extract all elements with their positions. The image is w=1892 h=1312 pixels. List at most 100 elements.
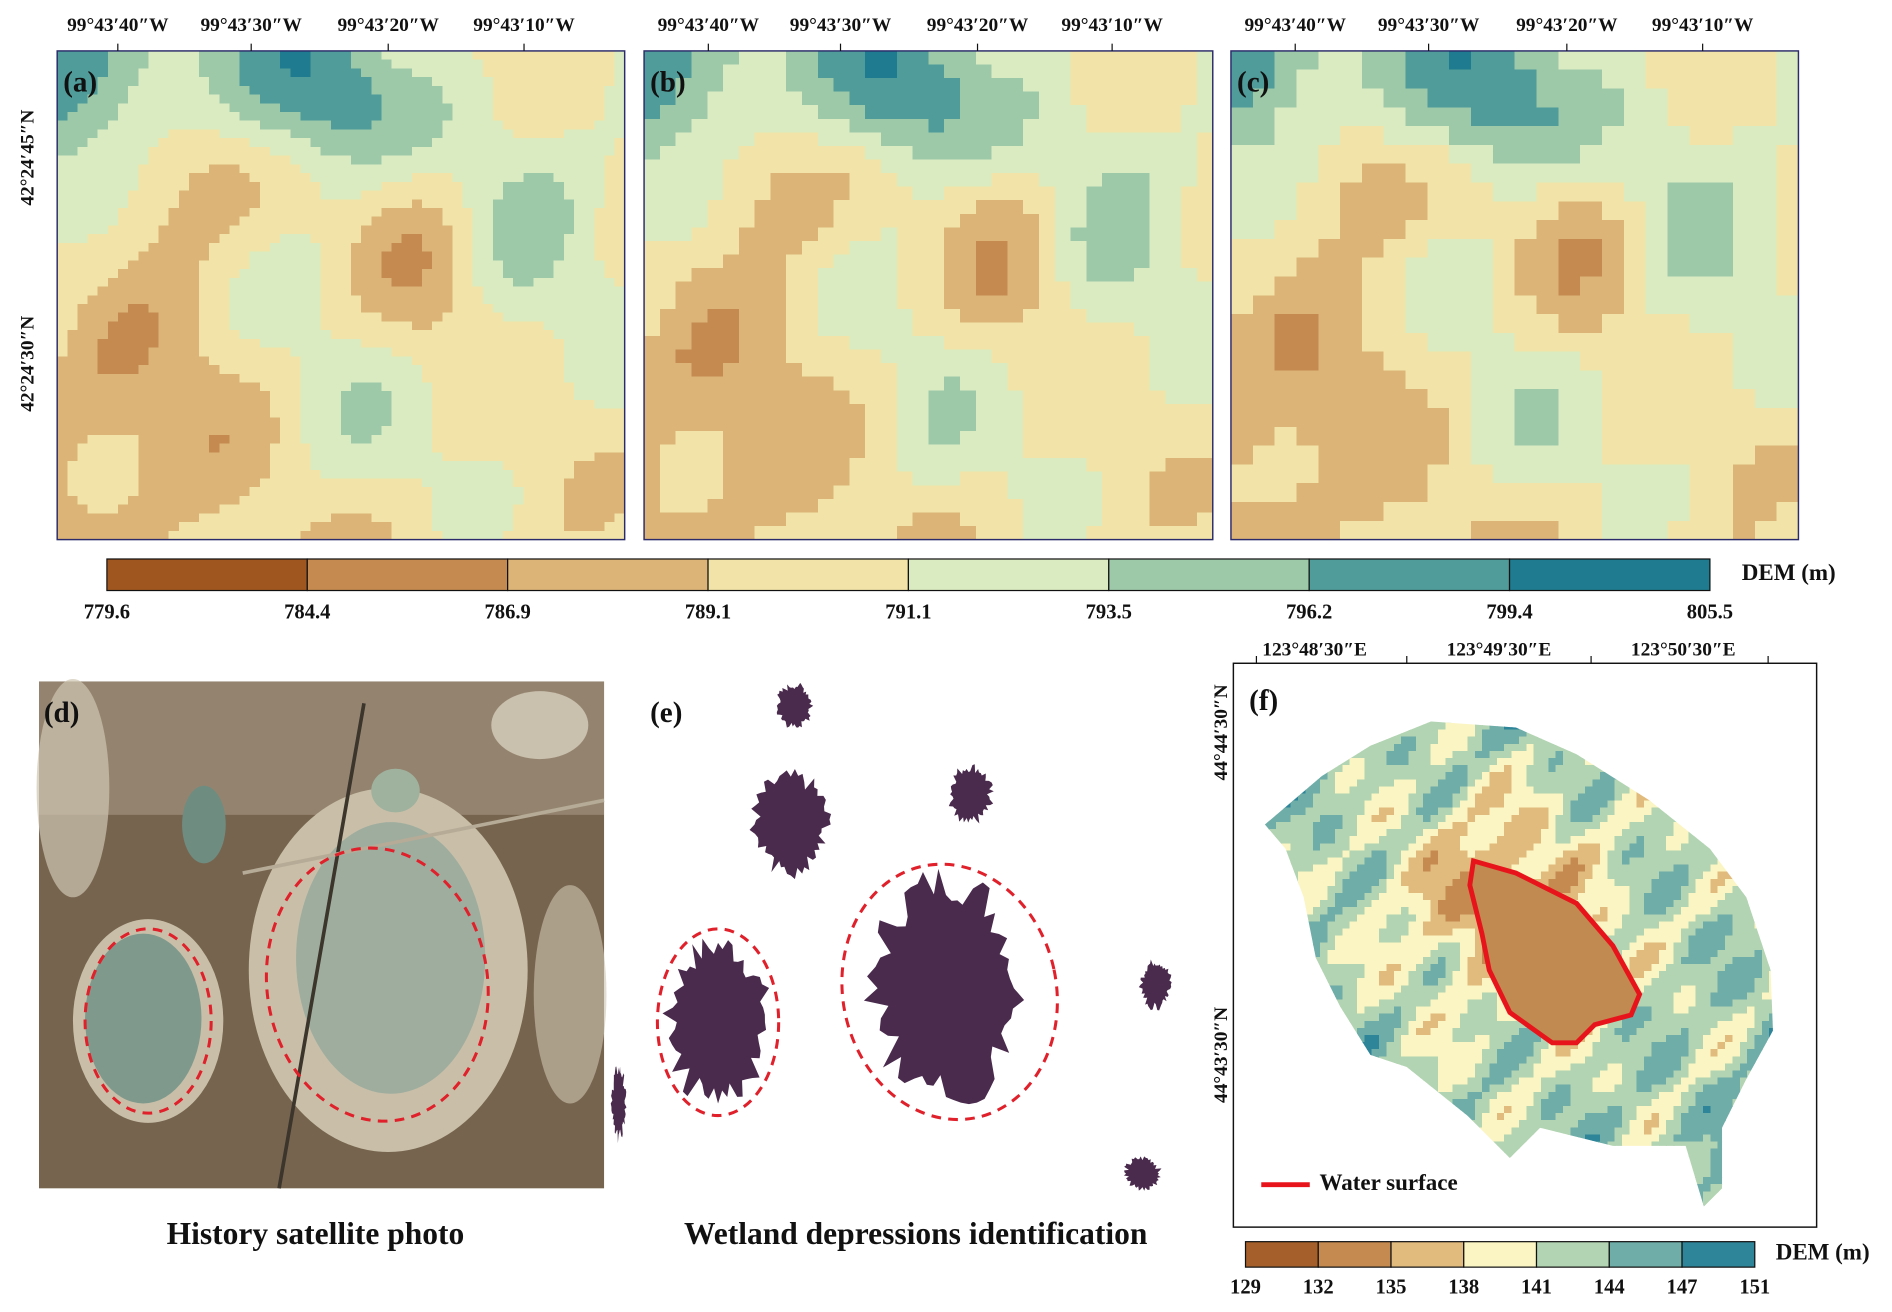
dem-cell — [614, 216, 625, 227]
dem-cell — [148, 85, 160, 96]
dem-cell — [928, 50, 945, 66]
dem-cell — [148, 478, 160, 488]
dem-cell — [594, 522, 606, 532]
dem-cell — [442, 469, 454, 480]
dem-cell — [290, 234, 302, 244]
dem-cell — [128, 530, 139, 540]
dem-cell — [87, 225, 99, 235]
dem-cell — [178, 303, 190, 314]
dem-cell — [97, 286, 109, 296]
dem-cell — [411, 417, 423, 427]
dem-cell — [411, 487, 423, 497]
dem-cell — [57, 469, 69, 480]
dem-cell — [1645, 351, 1669, 372]
dem-cell — [219, 77, 231, 87]
dem-cell — [1086, 254, 1103, 269]
dem-cell — [452, 522, 464, 532]
dem-cell — [148, 129, 160, 139]
dem-cell — [452, 138, 464, 148]
dem-cell — [865, 335, 882, 351]
dem-cell — [1038, 91, 1056, 106]
dem-cell — [229, 85, 241, 96]
dem-cell — [381, 120, 393, 131]
dem-cell — [896, 322, 914, 337]
dem-cell — [1296, 201, 1319, 221]
dem-cell — [87, 216, 99, 227]
dem-cell — [371, 155, 383, 166]
dem-cell — [492, 146, 504, 157]
dem-cell — [452, 461, 464, 471]
dem-cell — [659, 363, 677, 378]
dem-cell — [371, 408, 383, 419]
dem-cell — [833, 308, 851, 324]
dem-cell — [300, 434, 312, 445]
dem-cell — [604, 504, 616, 515]
dem-cell — [411, 330, 423, 340]
dem-cell — [351, 234, 362, 244]
dem-cell — [1514, 126, 1538, 146]
dem-cell — [533, 207, 545, 218]
dem-cell — [691, 417, 708, 432]
dem-cell — [1383, 88, 1407, 109]
dem-cell — [290, 461, 302, 471]
dem-cell — [229, 330, 241, 340]
dem-cell — [817, 145, 835, 161]
dem-cell — [881, 335, 898, 351]
dem-cell — [249, 417, 261, 427]
dem-cell — [707, 471, 724, 487]
dem-cell — [503, 452, 514, 462]
dem-cell — [1133, 173, 1151, 188]
dem-cell — [482, 513, 494, 523]
dem-cell — [1023, 132, 1040, 147]
dem-cell — [472, 312, 484, 323]
dem-cell — [452, 146, 464, 157]
dem-cell — [1449, 182, 1472, 203]
dem-cell — [452, 495, 464, 506]
dem-cell — [381, 207, 393, 218]
dem-cell — [849, 390, 866, 405]
dem-cell — [1038, 471, 1056, 487]
dem-cell — [1102, 213, 1119, 229]
dem-cell — [300, 391, 312, 401]
dem-cell — [928, 105, 945, 120]
dem-cell — [391, 190, 403, 201]
dem-cell — [482, 77, 494, 87]
dem-cell — [738, 322, 756, 337]
dem-cell — [817, 213, 835, 229]
dem-cell — [960, 254, 977, 269]
dem-cell — [87, 286, 99, 296]
dem-cell — [371, 365, 383, 375]
dem-cell — [543, 443, 555, 454]
dem-cell — [371, 146, 383, 157]
dem-cell — [290, 530, 302, 540]
dem-cell — [881, 308, 898, 324]
dem-cell — [421, 347, 433, 358]
dem-cell — [259, 426, 271, 436]
dem-cell — [381, 181, 393, 192]
dem-cell — [229, 112, 241, 122]
dem-cell — [462, 504, 474, 515]
dem-cell — [604, 338, 616, 349]
dem-cell — [178, 103, 190, 113]
dem-cell — [320, 338, 332, 349]
dem-cell — [1133, 376, 1151, 392]
dem-cell — [209, 443, 221, 454]
dem-cell — [290, 225, 302, 235]
dem-cell — [77, 50, 89, 61]
dem-cell — [553, 321, 565, 331]
dem-cell — [975, 322, 993, 337]
dem-cell — [503, 461, 514, 471]
dem-cell — [280, 504, 291, 515]
dem-cell — [107, 251, 119, 262]
dem-cell — [912, 335, 930, 351]
dem-cell — [452, 434, 464, 445]
dem-cell — [553, 59, 565, 70]
dem-cell — [865, 281, 882, 296]
dem-cell — [691, 91, 708, 106]
dem-cell — [77, 129, 89, 139]
dem-cell — [533, 513, 545, 523]
dem-cell — [259, 504, 271, 515]
dem-cell — [351, 216, 362, 227]
dem-cell — [330, 443, 342, 454]
dem-cell — [1054, 308, 1072, 324]
